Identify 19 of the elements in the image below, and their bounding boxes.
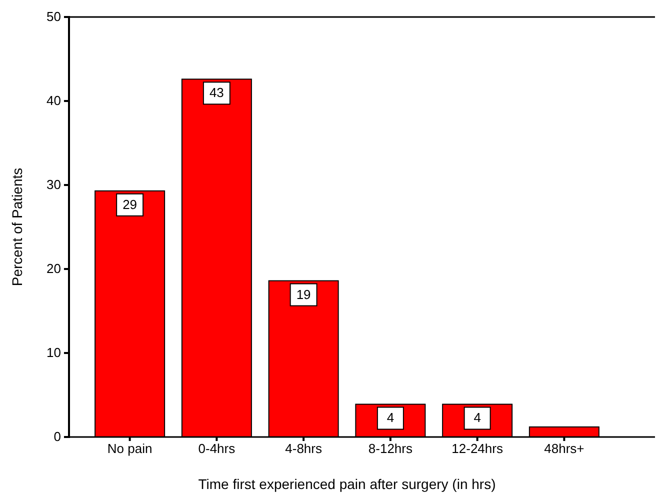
y-tick-label: 40 <box>46 93 61 108</box>
x-tick-label: 12-24hrs <box>452 441 504 456</box>
y-tick-label: 10 <box>46 345 61 360</box>
data-label: 43 <box>209 85 224 100</box>
x-axis-title: Time first experienced pain after surgery (in hrs) <box>198 476 496 492</box>
x-tick-label: 0-4hrs <box>198 441 236 456</box>
y-axis-title: Percent of Patients <box>9 168 25 286</box>
x-tick-label: 48hrs+ <box>544 441 584 456</box>
y-tick-label: 50 <box>46 9 61 24</box>
y-tick-label: 20 <box>46 261 61 276</box>
data-label: 4 <box>386 410 394 426</box>
y-tick-label: 30 <box>46 177 61 192</box>
y-tick-label: 0 <box>54 429 61 444</box>
x-tick-label: No pain <box>107 441 152 456</box>
data-label: 19 <box>296 286 311 302</box>
x-tick-label: 4-8hrs <box>285 441 322 456</box>
data-label: 29 <box>122 196 138 212</box>
x-tick-label: 8-12hrs <box>368 441 413 456</box>
data-label: 4 <box>474 410 481 426</box>
